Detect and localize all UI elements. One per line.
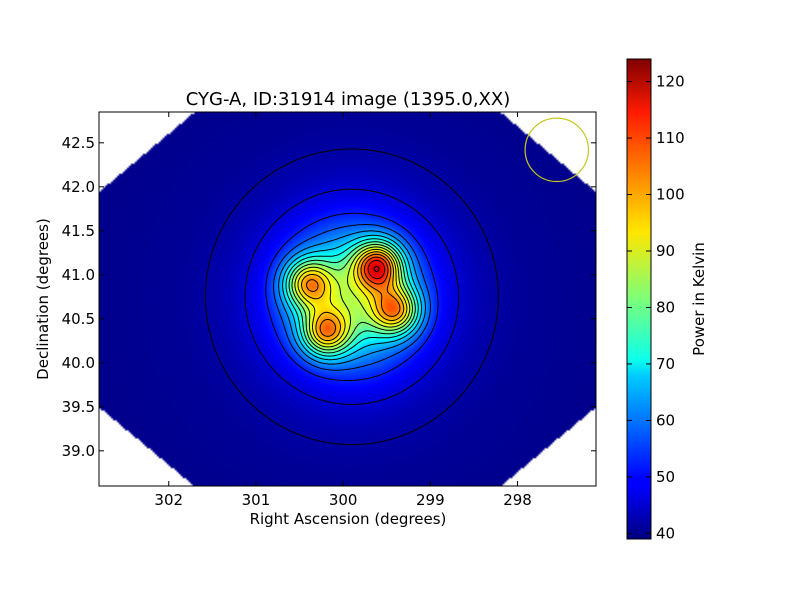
colorbar-tick: 50	[627, 468, 675, 486]
chart-title: CYG-A, ID:31914 image (1395.0,XX)	[186, 89, 510, 110]
colorbar-tick-label: 110	[656, 129, 685, 147]
x-tick: 298	[503, 112, 532, 509]
x-axis-label: Right Ascension (degrees)	[250, 510, 447, 528]
colorbar-gradient	[627, 59, 651, 539]
contour-line	[373, 265, 380, 273]
contour-line	[282, 234, 423, 361]
x-tick: 299	[416, 112, 445, 509]
colorbar-tick-label: 60	[656, 411, 675, 429]
contour-line	[204, 148, 499, 446]
y-tick-label: 40.5	[62, 310, 95, 328]
y-tick: 39.0	[62, 442, 596, 460]
colorbar-label: Power in Kelvin	[690, 242, 708, 356]
x-tick-label: 298	[503, 491, 532, 509]
contour-line	[294, 246, 411, 348]
beam-marker	[524, 117, 590, 183]
y-tick-label: 42.0	[62, 178, 95, 196]
colorbar: 40 50 60 70 80 90 100 110 120 Power in Kelvin	[626, 58, 708, 542]
colorbar-tick: 90	[627, 242, 675, 260]
colorbar-tick-label: 90	[656, 242, 675, 260]
colorbar-tick: 70	[627, 355, 675, 373]
y-tick: 40.5	[62, 310, 596, 328]
contour-line	[285, 238, 419, 357]
x-tick: 302	[154, 112, 183, 509]
contour-line	[273, 224, 431, 371]
y-tick: 39.5	[62, 398, 596, 416]
colorbar-tick-label: 80	[656, 298, 675, 316]
colorbar-tick: 60	[627, 411, 675, 429]
contour-line	[288, 241, 416, 354]
y-tick-label: 40.0	[62, 354, 95, 372]
contour-line	[244, 188, 460, 405]
x-tick-label: 300	[329, 491, 358, 509]
colorbar-tick-label: 40	[656, 524, 675, 542]
colorbar-tick-label: 120	[656, 73, 685, 91]
heatmap-image	[99, 112, 596, 486]
x-tick: 301	[242, 112, 271, 509]
colorbar-tick-label: 70	[656, 355, 675, 373]
contour-line	[363, 256, 389, 285]
x-axis: 302 301 300 299 298	[154, 112, 532, 509]
contour-line	[291, 243, 413, 351]
colorbar-tick: 120	[627, 73, 685, 91]
y-axis-label: Declination (degrees)	[34, 218, 52, 380]
y-tick-label: 39.0	[62, 442, 95, 460]
x-tick-label: 301	[242, 491, 271, 509]
y-tick: 41.5	[62, 222, 596, 240]
contour-line	[265, 212, 439, 382]
colorbar-tick: 110	[627, 129, 685, 147]
y-tick: 41.0	[62, 266, 596, 284]
colorbar-tick-label: 50	[656, 468, 675, 486]
y-tick-label: 41.0	[62, 266, 95, 284]
y-tick: 42.5	[62, 134, 596, 152]
colorbar-ticks: 40 50 60 70 80 90 100 110 120	[627, 73, 685, 542]
colorbar-tick: 100	[627, 186, 685, 204]
x-tick-label: 299	[416, 491, 445, 509]
y-tick-label: 41.5	[62, 222, 95, 240]
y-tick: 42.0	[62, 178, 596, 196]
plot-frame	[98, 111, 597, 487]
plot-area	[99, 112, 596, 486]
y-axis: 39.0 39.5 40.0 40.5 41.0 41.5 42.0 42.5	[62, 134, 596, 460]
contour-line	[297, 248, 408, 345]
colorbar-tick-label: 100	[656, 186, 685, 204]
y-tick: 40.0	[62, 354, 596, 372]
x-tick: 300	[329, 112, 358, 509]
contour-lines	[204, 148, 499, 446]
colorbar-tick: 80	[627, 298, 675, 316]
y-tick-label: 39.5	[62, 398, 95, 416]
contour-line	[306, 253, 401, 337]
contour-line	[278, 230, 426, 365]
colorbar-tick: 40	[627, 524, 675, 542]
contour-line	[367, 259, 386, 280]
colorbar-frame	[626, 58, 652, 540]
x-tick-label: 302	[154, 491, 183, 509]
contour-line	[301, 251, 405, 341]
y-tick-label: 42.5	[62, 134, 95, 152]
